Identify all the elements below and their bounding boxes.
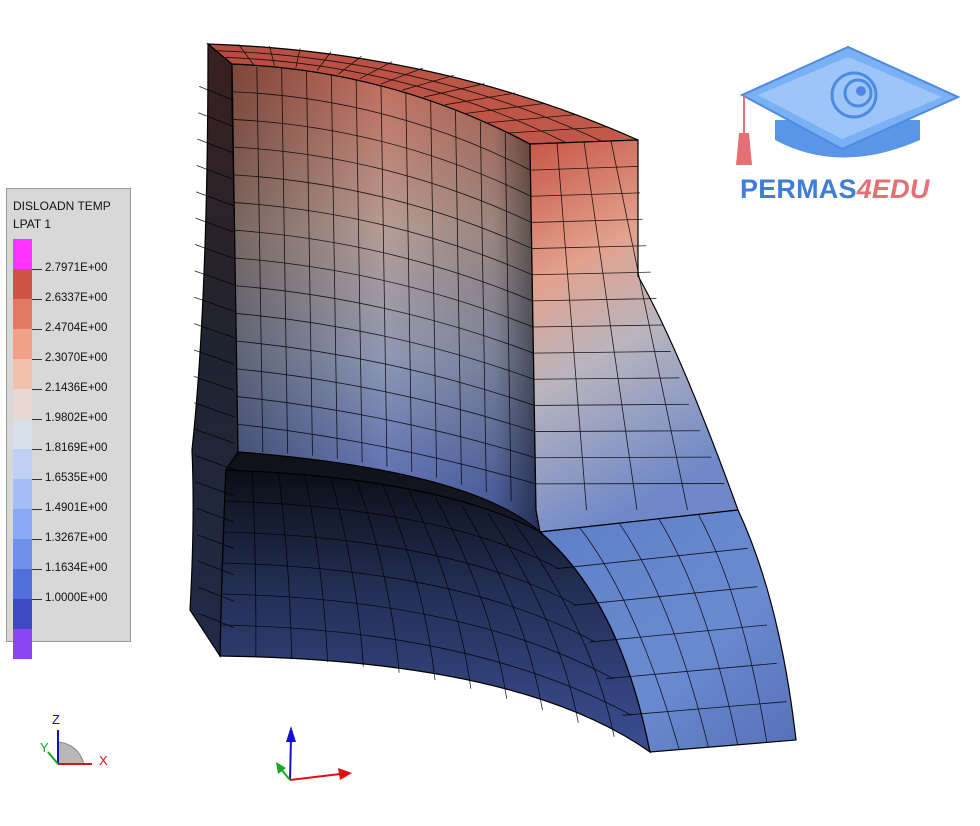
legend-tick <box>32 569 42 570</box>
legend-swatch <box>13 539 32 569</box>
permas4edu-logo <box>736 45 960 165</box>
legend-tick <box>32 539 42 540</box>
legend-tick <box>32 269 42 270</box>
legend-tick <box>32 359 42 360</box>
legend-tick <box>32 419 42 420</box>
legend-swatch <box>13 419 32 449</box>
legend-value-label: 1.9802E+00 <box>45 412 108 424</box>
z-axis-label: Z <box>52 712 60 727</box>
legend-swatch <box>13 299 32 329</box>
view-triad <box>47 730 92 765</box>
legend-tick <box>32 299 42 300</box>
legend-swatch <box>13 329 32 359</box>
legend-swatch <box>13 449 32 479</box>
legend-swatch <box>13 239 32 269</box>
legend-tick <box>32 329 42 330</box>
mesh-grid <box>193 44 787 750</box>
legend-value-label: 2.1436E+00 <box>45 382 108 394</box>
color-legend[interactable]: DISLOADN TEMP LPAT 1 2.7971E+00 2.6337E+0… <box>6 188 131 659</box>
legend-value-label: 2.4704E+00 <box>45 322 108 334</box>
legend-tick <box>32 449 42 450</box>
legend-value-label: 2.6337E+00 <box>45 292 108 304</box>
legend-value-label: 2.3070E+00 <box>45 352 108 364</box>
legend-tick <box>32 599 42 600</box>
x-axis-label: X <box>99 753 108 768</box>
legend-value-label: 2.7971E+00 <box>45 262 108 274</box>
legend-title: DISLOADN TEMP <box>13 199 111 213</box>
legend-value-label: 1.3267E+00 <box>45 532 108 544</box>
fe-model[interactable] <box>189 42 797 754</box>
legend-tick <box>32 389 42 390</box>
legend-value-label: 1.0000E+00 <box>45 592 108 604</box>
legend-swatch <box>13 269 32 299</box>
legend-swatch <box>13 599 32 629</box>
legend-value-label: 1.8169E+00 <box>45 442 108 454</box>
logo-wordmark-part2: 4EDU <box>856 174 930 204</box>
y-axis-label: Y <box>40 740 49 755</box>
legend-subtitle: LPAT 1 <box>13 217 52 231</box>
legend-tick <box>32 509 42 510</box>
legend-swatch <box>13 479 32 509</box>
logo-wordmark-part1: PERMAS <box>740 174 857 204</box>
legend-swatch <box>13 359 32 389</box>
inner-wall-shade <box>232 64 540 532</box>
legend-swatch <box>13 569 32 599</box>
legend-value-label: 1.4901E+00 <box>45 502 108 514</box>
legend-swatch <box>13 389 32 419</box>
legend-swatch <box>13 509 32 539</box>
legend-tick <box>32 479 42 480</box>
legend-value-label: 1.6535E+00 <box>45 472 108 484</box>
logo-wordmark: PERMAS4EDU <box>740 174 930 205</box>
foot-section-face <box>538 509 797 753</box>
global-axis-triad <box>276 726 352 781</box>
legend-value-label: 1.1634E+00 <box>45 562 108 574</box>
legend-swatch <box>13 629 32 659</box>
